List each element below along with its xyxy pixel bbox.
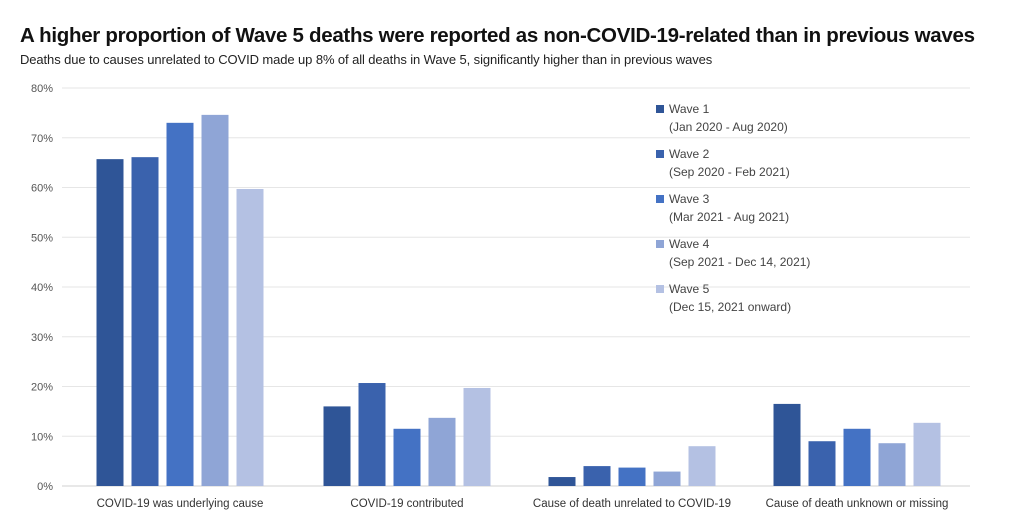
x-category-label: COVID-19 contributed (350, 498, 463, 510)
bar-wave-4: Wave 4: 74.6% (201, 114, 229, 487)
bar-wave-2: Wave 2: 4% (583, 466, 611, 486)
legend-item: Wave 4 (Sep 2021 - Dec 14, 2021) (656, 237, 810, 269)
bar-wave-4: Wave 4: 2.9% (653, 471, 681, 486)
bar-wave-5: Wave 5: 12.7% (913, 422, 941, 486)
chart-title: A higher proportion of Wave 5 deaths wer… (20, 24, 975, 47)
legend-item: Wave 2 (Sep 2020 - Feb 2021) (656, 147, 790, 179)
bar-wave-4: Wave 4: 13.7% (428, 417, 456, 486)
legend-period: (Dec 15, 2021 onward) (669, 300, 791, 314)
bar-wave-1: Wave 1: 1.8% (548, 477, 576, 486)
legend: Wave 1 (Jan 2020 - Aug 2020) Wave 2 (Sep 20… (656, 102, 810, 314)
bar-wave-2: Wave 2: 9% (808, 441, 836, 486)
legend-swatch (656, 240, 664, 248)
bar-wave-1: Wave 1: 16% (323, 406, 351, 486)
legend-label: Wave 1 (669, 102, 710, 116)
x-axis: COVID-19 was underlying cause COVID-19 co… (97, 498, 949, 510)
y-tick-label: 50% (31, 232, 53, 244)
y-tick-label: 70% (31, 133, 53, 145)
legend-period: (Sep 2021 - Dec 14, 2021) (669, 255, 810, 269)
legend-label: Wave 5 (669, 282, 710, 296)
legend-item: Wave 5 (Dec 15, 2021 onward) (656, 282, 791, 314)
bar-wave-5: Wave 5: 19.7% (463, 387, 491, 486)
x-category-label: Cause of death unknown or missing (766, 498, 949, 510)
bars: Wave 1: 65.7%Wave 2: 66.1%Wave 3: 73%Wav… (96, 114, 941, 487)
bar-wave-3: Wave 3: 11.5% (393, 428, 421, 486)
y-tick-label: 0% (37, 481, 53, 493)
y-tick-label: 20% (31, 382, 53, 394)
legend-item: Wave 3 (Mar 2021 - Aug 2021) (656, 192, 789, 224)
bar-wave-3: Wave 3: 3.7% (618, 467, 646, 486)
legend-label: Wave 4 (669, 237, 710, 251)
bar-wave-1: Wave 1: 65.7% (96, 159, 124, 486)
legend-item: Wave 1 (Jan 2020 - Aug 2020) (656, 102, 788, 134)
y-tick-label: 30% (31, 332, 53, 344)
gridlines (62, 87, 970, 487)
legend-period: (Sep 2020 - Feb 2021) (669, 165, 790, 179)
legend-swatch (656, 285, 664, 293)
x-category-label: COVID-19 was underlying cause (97, 498, 264, 510)
y-tick-label: 40% (31, 282, 53, 294)
legend-label: Wave 2 (669, 147, 710, 161)
chart-subtitle: Deaths due to causes unrelated to COVID … (20, 52, 713, 67)
y-tick-label: 60% (31, 183, 53, 195)
legend-label: Wave 3 (669, 192, 710, 206)
bar-wave-3: Wave 3: 73% (166, 122, 194, 486)
y-tick-label: 10% (31, 431, 53, 443)
y-tick-label: 80% (31, 83, 53, 95)
bar-wave-4: Wave 4: 8.6% (878, 443, 906, 486)
y-axis: 0% 10% 20% 30% 40% 50% 60% 70% 80% (31, 83, 53, 493)
legend-swatch (656, 195, 664, 203)
bar-wave-2: Wave 2: 20.7% (358, 383, 386, 486)
legend-swatch (656, 150, 664, 158)
bar-wave-3: Wave 3: 11.5% (843, 428, 871, 486)
bar-wave-5: Wave 5: 59.7% (236, 188, 264, 486)
bar-wave-2: Wave 2: 66.1% (131, 157, 159, 486)
bar-wave-5: Wave 5: 8% (688, 446, 716, 486)
legend-period: (Mar 2021 - Aug 2021) (669, 210, 789, 224)
legend-period: (Jan 2020 - Aug 2020) (669, 120, 788, 134)
bar-wave-1: Wave 1: 16.5% (773, 403, 801, 486)
x-category-label: Cause of death unrelated to COVID-19 (533, 498, 731, 510)
legend-swatch (656, 105, 664, 113)
